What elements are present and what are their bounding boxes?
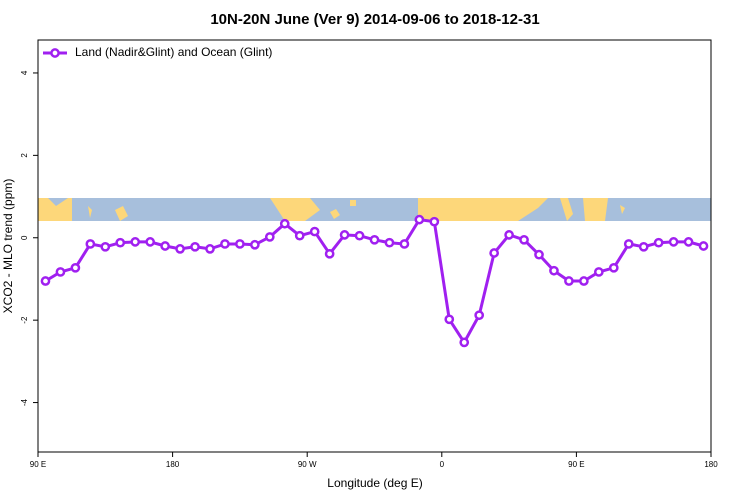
x-tick-label: 180 xyxy=(704,460,718,469)
point xyxy=(100,241,111,252)
y-tick-label: 0 xyxy=(20,235,29,240)
x-axis-label: Longitude (deg E) xyxy=(327,476,422,490)
point xyxy=(668,237,679,247)
point xyxy=(534,249,544,260)
point xyxy=(294,230,305,241)
x-tick-label: 90 W xyxy=(298,460,317,469)
point xyxy=(205,244,215,254)
point xyxy=(145,237,156,247)
y-tick-label: 4 xyxy=(20,70,29,75)
point xyxy=(653,237,664,248)
point xyxy=(459,337,470,348)
point xyxy=(698,241,709,251)
point xyxy=(70,262,81,273)
point xyxy=(160,241,170,251)
point xyxy=(235,239,245,249)
point xyxy=(519,234,529,245)
point xyxy=(399,239,410,249)
x-tick-label: 0 xyxy=(440,460,445,469)
point xyxy=(115,237,126,248)
point xyxy=(220,239,230,249)
point xyxy=(549,265,559,276)
x-tick-label: 90 E xyxy=(568,460,584,469)
y-tick-label: -2 xyxy=(20,316,29,324)
plot-frame xyxy=(37,39,712,453)
point xyxy=(369,234,380,245)
point xyxy=(683,237,694,247)
point xyxy=(579,276,589,286)
point xyxy=(489,248,499,258)
point xyxy=(593,267,604,277)
y-axis-label: XCO2 - MLO trend (ppm) xyxy=(1,179,15,314)
point xyxy=(250,239,260,250)
point xyxy=(190,241,200,252)
point xyxy=(638,241,649,252)
point xyxy=(264,232,275,242)
point xyxy=(175,244,185,254)
point xyxy=(130,237,141,247)
x-tick-label: 180 xyxy=(166,460,180,469)
point xyxy=(474,310,485,321)
point xyxy=(384,237,395,248)
point xyxy=(623,239,634,249)
point xyxy=(414,214,425,225)
y-tick-label: -4 xyxy=(20,398,29,406)
y-tick-label: 2 xyxy=(20,153,29,158)
point xyxy=(444,314,455,325)
point xyxy=(339,230,350,240)
chart-title: 10N-20N June (Ver 9) 2014-09-06 to 2018-… xyxy=(210,11,539,28)
point xyxy=(504,230,514,240)
point xyxy=(40,276,51,286)
x-tick-label: 90 E xyxy=(30,460,46,469)
point xyxy=(55,267,66,277)
legend-marker xyxy=(50,48,60,58)
legend-label: Land (Nadir&Glint) and Ocean (Glint) xyxy=(75,45,272,59)
point xyxy=(279,218,290,229)
point xyxy=(354,230,365,241)
point xyxy=(324,248,335,259)
point xyxy=(429,216,440,227)
point xyxy=(608,262,619,273)
point xyxy=(309,226,320,237)
point xyxy=(85,239,96,249)
map-strip xyxy=(38,198,711,221)
point xyxy=(564,276,574,286)
